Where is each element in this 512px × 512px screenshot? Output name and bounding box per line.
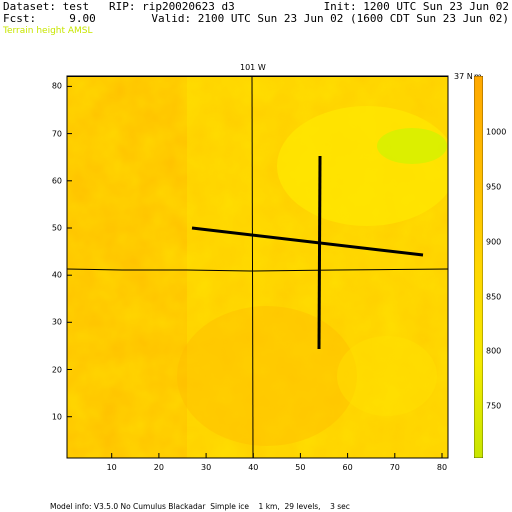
colorbar-tick-label: 950 <box>486 182 502 192</box>
terrain-map <box>67 76 448 458</box>
dataset-label: Dataset: test RIP: rip20020623 d3 <box>3 0 235 13</box>
map-ne-peak <box>377 128 447 164</box>
x-tick-label: 70 <box>389 463 400 472</box>
x-tick-label: 30 <box>201 463 212 472</box>
field-label: Terrain height AMSL <box>3 26 93 36</box>
y-tick-label: 70 <box>51 129 62 139</box>
colorbar-fill <box>474 76 483 458</box>
colorbar <box>474 76 483 458</box>
x-tick-label: 50 <box>295 463 306 472</box>
colorbar-tick-label: 800 <box>486 346 502 356</box>
x-tick-label: 10 <box>106 463 117 472</box>
colorbar-tick-label: 850 <box>486 292 502 302</box>
init-label: Init: 1200 UTC Sun 23 Jun 02 <box>323 0 509 13</box>
y-tick-label: 30 <box>51 317 62 327</box>
x-tick-label: 80 <box>436 463 448 472</box>
right-parallel-label: 37 N <box>454 72 473 81</box>
top-meridian-label: 101 W <box>240 63 266 72</box>
map-south-low <box>177 306 357 446</box>
cross-section-line-ns <box>317 155 322 350</box>
colorbar-tick-label: 750 <box>486 401 502 411</box>
forecast-label: Fcst: 9.00 <box>3 12 96 25</box>
x-tick-label: 40 <box>248 463 259 472</box>
model-info: Model info: V3.5.0 No Cumulus Blackadar … <box>50 502 350 511</box>
x-tick-label: 20 <box>153 463 164 472</box>
y-tick-label: 80 <box>51 81 62 91</box>
y-tick-label: 10 <box>51 412 62 422</box>
colorbar-tick-label: 900 <box>486 237 502 247</box>
x-tick-label: 60 <box>342 463 353 472</box>
map-east-mid <box>337 336 437 416</box>
y-tick-label: 50 <box>51 223 62 233</box>
y-tick-label: 20 <box>51 365 62 374</box>
colorbar-tick-label: 1000 <box>486 127 507 137</box>
y-tick-label: 40 <box>51 270 62 280</box>
y-tick-label: 60 <box>51 176 62 186</box>
valid-label: Valid: 2100 UTC Sun 23 Jun 02 (1600 CDT … <box>151 12 509 25</box>
